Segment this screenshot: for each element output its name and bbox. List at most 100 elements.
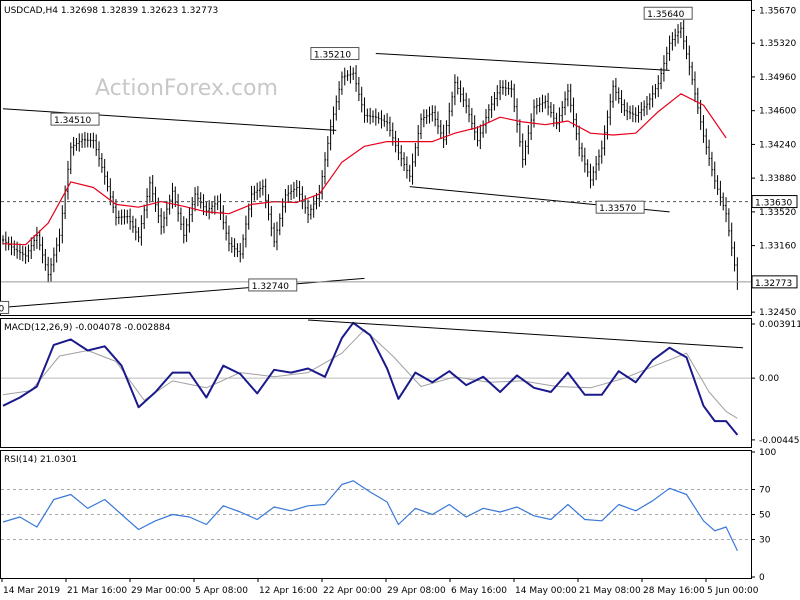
candle (211, 201, 214, 214)
annotation-label: 1.32740 (252, 282, 289, 292)
candle (516, 98, 519, 133)
candle (273, 222, 276, 248)
annotation-box (248, 278, 298, 292)
candle (465, 92, 468, 114)
candle (674, 28, 677, 47)
candle (671, 32, 674, 51)
candle (451, 91, 454, 117)
candle (239, 243, 242, 263)
time-axis-label: 5 Jun 00:00 (707, 586, 759, 596)
candle (566, 83, 569, 107)
candle (131, 215, 134, 233)
macd-signal-line (2, 329, 738, 419)
candle (162, 211, 165, 234)
candle (541, 94, 544, 113)
candle (637, 105, 640, 123)
candle (411, 153, 414, 185)
candle (372, 110, 374, 123)
annotation-label: 1.35640 (647, 10, 684, 20)
candle (620, 90, 623, 114)
candle (448, 102, 451, 134)
candle (634, 107, 637, 123)
candle (535, 98, 538, 115)
candle (357, 77, 360, 102)
candle (137, 227, 140, 243)
candle (403, 152, 406, 172)
annotation-label: 1.35210 (314, 51, 351, 61)
annotation-label: 1.33570 (599, 204, 636, 214)
annotation: 1.34510 (50, 112, 100, 126)
candle (380, 110, 383, 129)
rsi-layer (1, 480, 751, 552)
candle (168, 194, 171, 215)
time-axis-label: 5 Apr 08:00 (195, 586, 248, 596)
candle (422, 109, 425, 128)
annotation-box (0, 300, 10, 314)
annotation-box (595, 200, 645, 214)
candle (2, 235, 4, 245)
candle (58, 228, 61, 252)
candle (600, 140, 603, 164)
candle (555, 112, 558, 130)
price-layer: 1.35640 1.35210 1.34510 1.33570 1.32740 32500… (0, 6, 798, 314)
annotation: 1.33570 (595, 200, 645, 214)
candle (660, 67, 663, 90)
candle (233, 238, 236, 258)
candle (617, 87, 620, 104)
candle (521, 133, 524, 168)
candle (685, 35, 688, 60)
price-axis-label: 1.33880 (759, 174, 796, 184)
candle (222, 205, 225, 230)
price-tag: 1.33630 (751, 195, 798, 209)
watermark: ActionForex.com (95, 76, 278, 101)
candle (564, 91, 567, 116)
macd-axis-label: 0.003911 (759, 320, 800, 330)
candle (148, 176, 151, 203)
rsi-title: RSI(14) 21.0301 (4, 455, 77, 465)
candle (730, 222, 733, 257)
candle (199, 192, 202, 209)
candle (242, 234, 245, 259)
candle (629, 105, 632, 120)
candle (329, 119, 332, 151)
candle (366, 108, 369, 123)
candle (496, 85, 499, 107)
candle (326, 136, 329, 168)
candle (307, 199, 310, 224)
candle (83, 131, 86, 148)
candle (41, 236, 44, 264)
candle (10, 236, 13, 256)
candle (612, 80, 615, 108)
price-axis-label: 1.34960 (759, 73, 796, 83)
candle (648, 93, 651, 110)
candle (261, 179, 264, 196)
candle (408, 164, 411, 182)
candle (177, 193, 180, 222)
candle (377, 112, 380, 124)
candle (456, 76, 459, 95)
candle (72, 136, 75, 156)
candle (428, 106, 431, 124)
candle (518, 119, 521, 147)
candle (513, 83, 516, 113)
candle (287, 185, 290, 204)
rsi-axis-label: 0 (759, 573, 765, 583)
candle (278, 213, 281, 236)
candle (323, 152, 326, 185)
candle (586, 159, 589, 177)
chart-header: USDCAD,H4 1.32698 1.32839 1.32623 1.3277… (4, 6, 218, 16)
candle (47, 256, 50, 283)
candle (575, 113, 578, 141)
candle (253, 185, 256, 201)
price-tag-label: 1.33630 (755, 199, 792, 209)
time-axis-label: 14 Mar 2019 (3, 586, 60, 596)
candle (547, 92, 550, 116)
trendline (375, 53, 670, 71)
candle (643, 100, 646, 117)
annotation-box (50, 112, 100, 126)
candle (259, 181, 262, 198)
annotation-box (310, 47, 360, 61)
candle (589, 163, 592, 189)
candle (549, 102, 552, 118)
candle (425, 109, 428, 125)
